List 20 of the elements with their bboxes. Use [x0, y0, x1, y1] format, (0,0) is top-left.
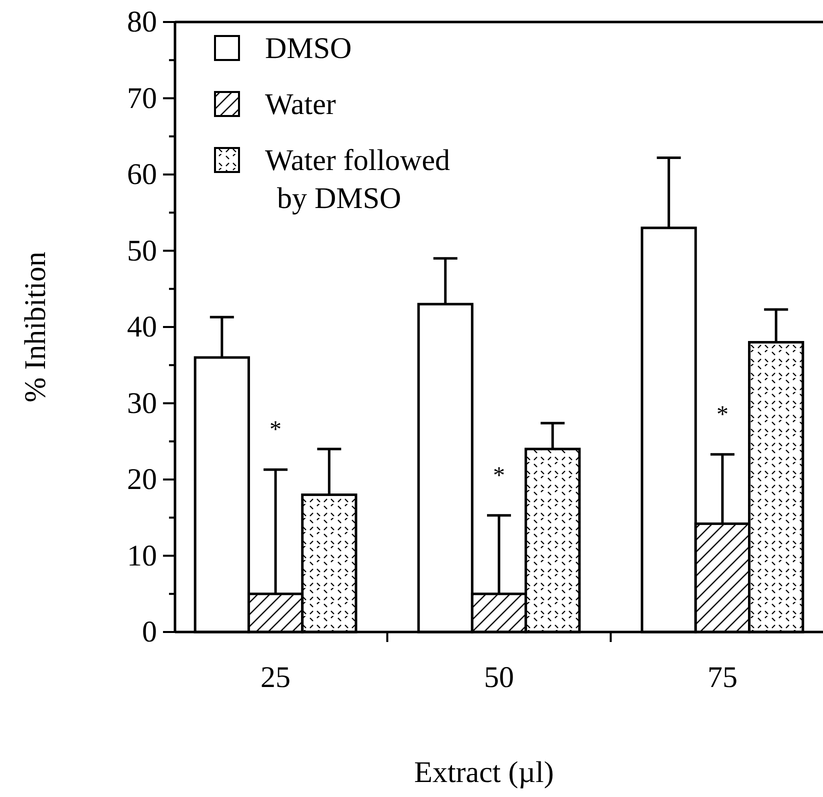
y-tick-label: 60	[127, 158, 157, 191]
y-tick-label: 80	[127, 6, 157, 38]
y-tick-label: 50	[127, 234, 157, 268]
annotation: *	[493, 462, 505, 489]
y-tick-label: 10	[127, 539, 157, 572]
y-tick-label: 70	[127, 82, 157, 115]
x-tick-label: 50	[484, 661, 514, 694]
annotation: *	[270, 417, 282, 444]
legend-label: Water	[265, 88, 336, 121]
legend-label: Water followed by DMSO	[265, 144, 450, 215]
y-tick-label: 40	[127, 310, 157, 344]
y-axis-title: % Inhibition	[19, 252, 52, 402]
legend-label: DMSO	[265, 32, 352, 65]
x-tick-label: 75	[707, 661, 738, 694]
x-tick-label: 25	[260, 661, 291, 694]
y-tick-label: 20	[127, 463, 157, 496]
annotation: *	[716, 402, 728, 428]
y-tick-label: 30	[127, 386, 157, 420]
y-tick-label: 0	[142, 616, 157, 648]
x-axis-title: Extract (µl)	[414, 756, 554, 789]
